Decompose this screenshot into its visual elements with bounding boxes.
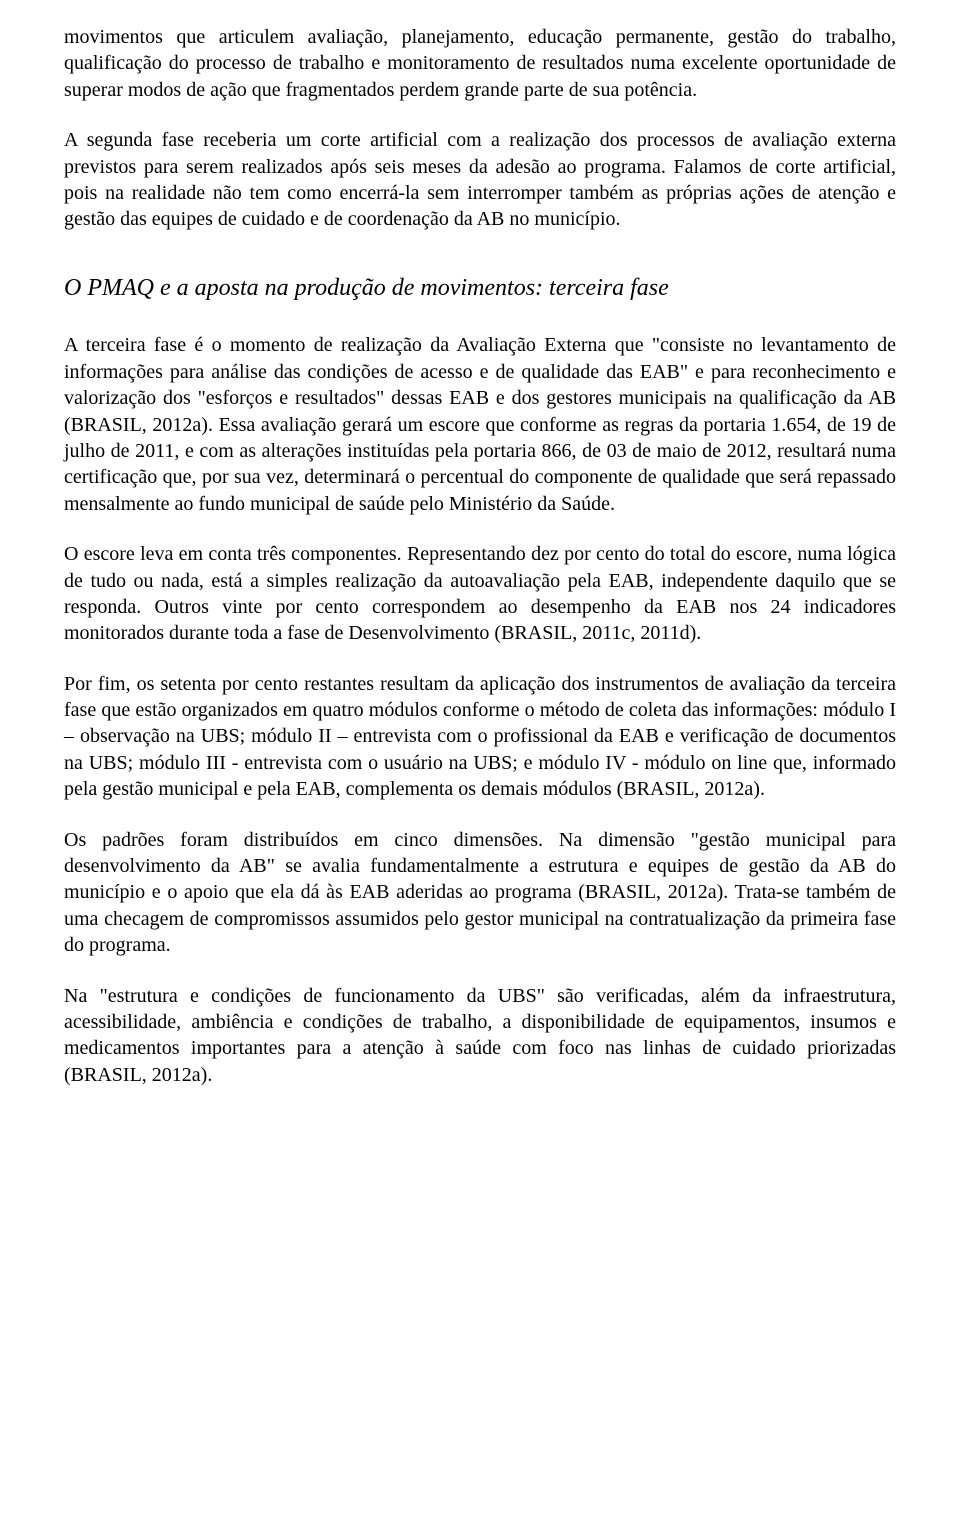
paragraph-2: A segunda fase receberia um corte artifi… [64,127,896,233]
paragraph-7: Na "estrutura e condições de funcionamen… [64,983,896,1089]
paragraph-4: O escore leva em conta três componentes.… [64,541,896,647]
paragraph-3: A terceira fase é o momento de realizaçã… [64,332,896,517]
section-heading: O PMAQ e a aposta na produção de movimen… [64,273,896,305]
paragraph-6: Os padrões foram distribuídos em cinco d… [64,827,896,959]
paragraph-1: movimentos que articulem avaliação, plan… [64,24,896,103]
paragraph-5: Por fim, os setenta por cento restantes … [64,671,896,803]
